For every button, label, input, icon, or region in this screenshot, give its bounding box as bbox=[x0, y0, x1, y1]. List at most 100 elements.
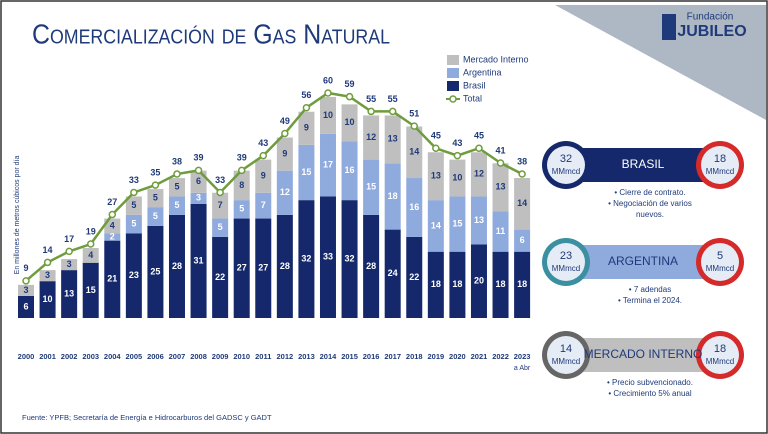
value-label: 13 bbox=[64, 288, 74, 298]
total-label: 45 bbox=[474, 131, 484, 141]
value-label: 32 bbox=[345, 253, 355, 263]
value-label: 10 bbox=[452, 172, 462, 182]
value-label: 5 bbox=[174, 182, 179, 192]
panel-bullet: • 7 adendas bbox=[629, 285, 671, 294]
bar-segment bbox=[363, 214, 380, 318]
value-label: 27 bbox=[258, 263, 268, 273]
legend-marker bbox=[449, 95, 457, 103]
total-label: 60 bbox=[323, 75, 333, 85]
total-marker bbox=[345, 92, 354, 101]
logo-small: Fundación bbox=[687, 12, 734, 23]
legend-swatch bbox=[447, 55, 459, 65]
value-label: 3 bbox=[67, 259, 72, 269]
panel-circle-inner bbox=[701, 243, 739, 281]
total-label: 19 bbox=[86, 226, 96, 236]
x-tick-label: 2006 bbox=[147, 352, 164, 361]
panel-unit: MMmcd bbox=[552, 357, 580, 366]
panel-unit: MMmcd bbox=[706, 167, 734, 176]
bar-segment bbox=[190, 203, 207, 318]
panel-circle-inner bbox=[547, 243, 585, 281]
panel-bullet: • Crecimiento 5% anual bbox=[608, 389, 692, 398]
value-label: 7 bbox=[261, 200, 266, 210]
legend-label: Brasil bbox=[463, 80, 486, 90]
bar-segment bbox=[492, 251, 509, 318]
value-label: 5 bbox=[174, 200, 179, 210]
value-label: 12 bbox=[366, 132, 376, 142]
value-label: 15 bbox=[366, 182, 376, 192]
legend-label: Total bbox=[463, 93, 482, 103]
value-label: 13 bbox=[496, 182, 506, 192]
bar-segment bbox=[363, 159, 380, 215]
total-marker bbox=[216, 188, 224, 197]
bar-segment bbox=[427, 251, 444, 318]
value-label: 10 bbox=[43, 294, 53, 304]
panel-value: 18 bbox=[714, 343, 726, 355]
value-label: 20 bbox=[474, 276, 484, 286]
bar-segment bbox=[212, 236, 229, 318]
value-label: 9 bbox=[304, 123, 309, 133]
value-label: 18 bbox=[517, 279, 527, 289]
value-label: 32 bbox=[301, 253, 311, 263]
panel-band bbox=[545, 148, 740, 182]
value-label: 15 bbox=[452, 218, 462, 228]
value-label: 4 bbox=[110, 220, 115, 230]
value-label: 16 bbox=[409, 202, 419, 212]
x-tick-label: 2003 bbox=[82, 352, 99, 361]
panel-value: 23 bbox=[560, 250, 572, 262]
bar-segment bbox=[18, 295, 34, 318]
y-axis-label: En millones de metros cúbicos por día bbox=[14, 156, 21, 275]
value-label: 5 bbox=[153, 211, 158, 221]
bar-segment bbox=[406, 178, 423, 237]
total-label: 17 bbox=[64, 234, 74, 244]
x-tick-label: 2000 bbox=[18, 352, 35, 361]
panel-unit: MMmcd bbox=[552, 167, 580, 176]
bar-segment bbox=[255, 192, 272, 219]
panel-band bbox=[545, 338, 740, 372]
bar-segment bbox=[341, 141, 358, 201]
bar-segment bbox=[427, 152, 444, 201]
value-label: 18 bbox=[388, 191, 398, 201]
total-label: 56 bbox=[301, 90, 311, 100]
value-label: 28 bbox=[280, 261, 290, 271]
total-marker bbox=[518, 170, 526, 178]
x-tick-label: 2016 bbox=[363, 352, 380, 361]
total-marker bbox=[302, 103, 311, 112]
bar-segment bbox=[492, 163, 509, 212]
legend-swatch bbox=[447, 81, 459, 91]
x-tick-label: 2023 bbox=[514, 352, 531, 361]
bar-segment bbox=[298, 144, 315, 201]
bar-segment bbox=[319, 97, 336, 134]
total-marker bbox=[237, 166, 246, 175]
bar-segment bbox=[82, 248, 99, 263]
total-label: 33 bbox=[129, 175, 139, 185]
total-label: 45 bbox=[431, 131, 441, 141]
panel-circle-inner bbox=[547, 336, 585, 374]
bar-segment bbox=[190, 192, 207, 204]
bar-segment bbox=[384, 115, 401, 164]
bar-segment bbox=[147, 225, 164, 318]
x-tick-label: 2012 bbox=[276, 352, 293, 361]
bar-segment bbox=[276, 170, 293, 215]
x-tick-label: 2004 bbox=[104, 352, 122, 361]
total-marker bbox=[281, 129, 289, 138]
total-marker bbox=[410, 122, 419, 130]
panel-bullet: • Precio subvencionado. bbox=[607, 378, 693, 387]
bar-segment bbox=[233, 170, 250, 201]
bar-segment bbox=[384, 229, 401, 318]
x-tick-label: 2009 bbox=[212, 352, 229, 361]
value-label: 2 bbox=[110, 231, 115, 241]
bar-segment bbox=[125, 233, 142, 318]
bar-segment bbox=[319, 196, 336, 318]
value-label: 6 bbox=[520, 235, 525, 245]
total-marker bbox=[22, 277, 30, 285]
x-tick-label: 2017 bbox=[384, 352, 401, 361]
panel-value: 18 bbox=[714, 153, 726, 165]
panel-bullet: • Cierre de contrato. bbox=[614, 188, 685, 197]
bar-segment bbox=[449, 159, 466, 197]
panel-name: Mercado Interno bbox=[584, 347, 703, 361]
total-marker bbox=[432, 144, 440, 152]
x-tick-label: 2007 bbox=[169, 352, 186, 361]
total-label: 33 bbox=[215, 175, 225, 185]
total-label: 38 bbox=[517, 156, 527, 166]
x-tick-label: 2013 bbox=[298, 352, 315, 361]
